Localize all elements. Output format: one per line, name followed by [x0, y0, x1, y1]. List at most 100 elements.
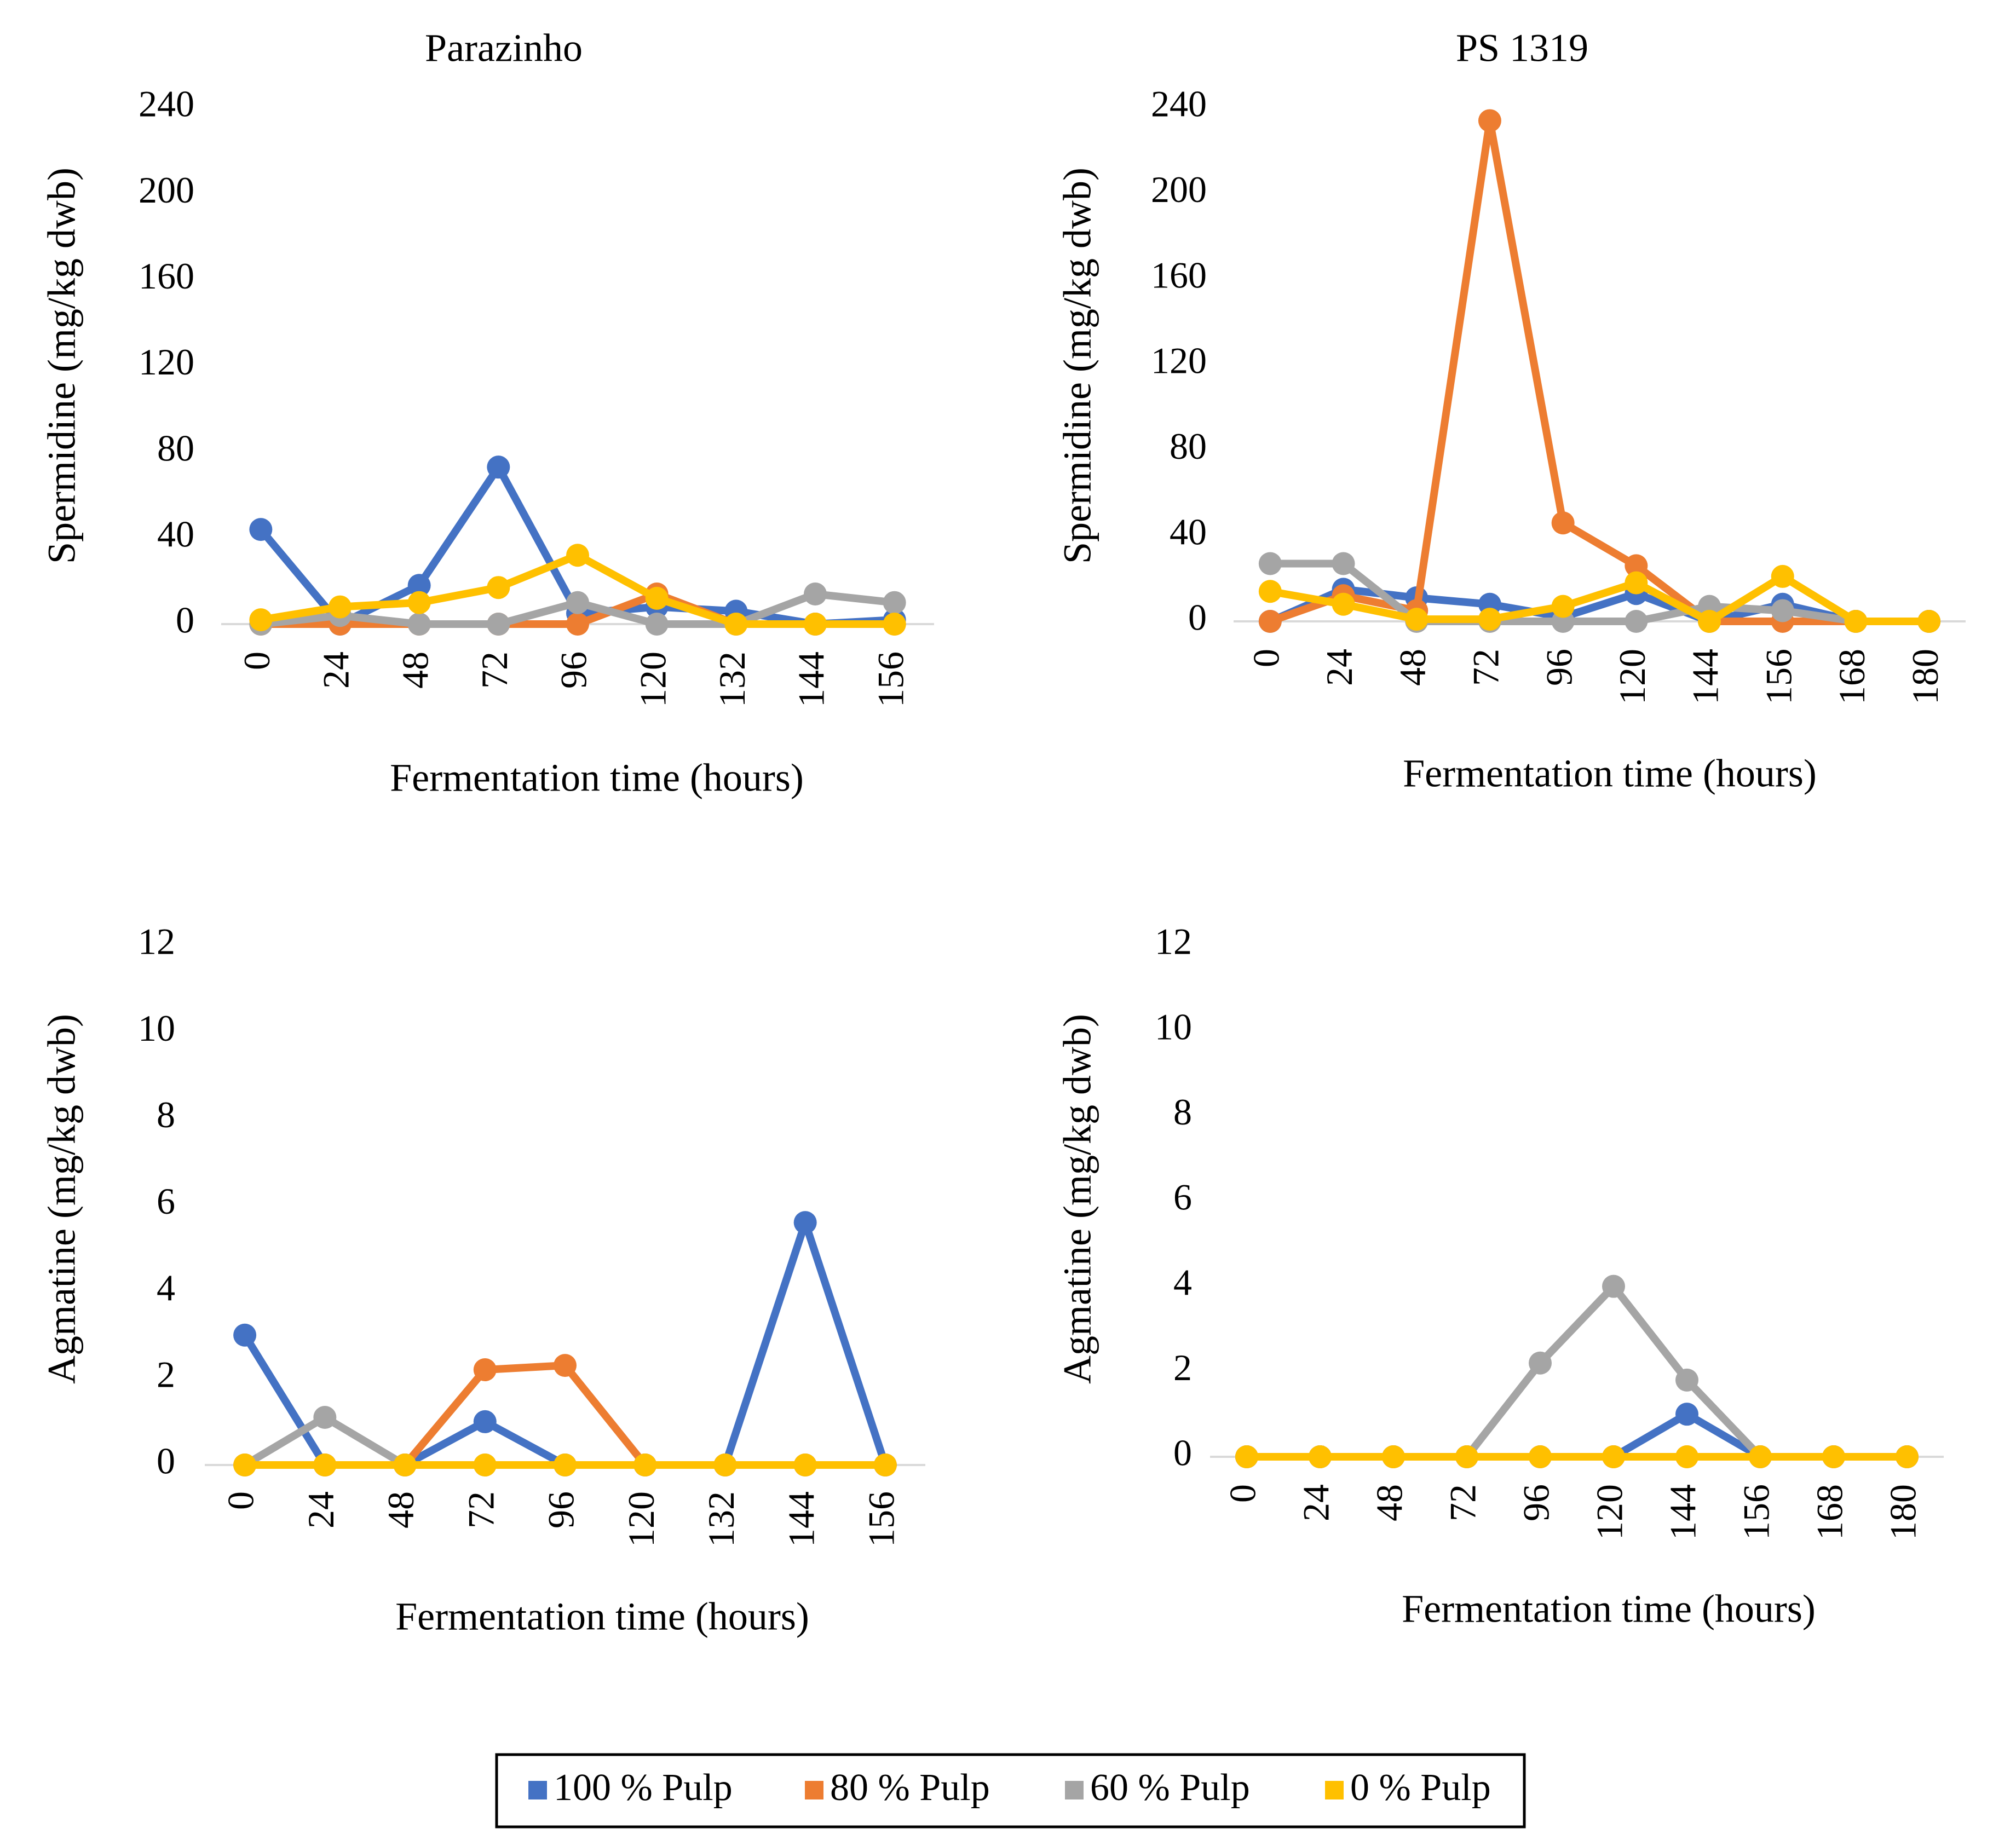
data-point-0-pulp — [554, 1453, 577, 1476]
data-point-0-pulp — [1698, 610, 1721, 633]
x-tick-label: 144 — [1685, 649, 1726, 705]
x-tick-label: 48 — [394, 651, 436, 689]
y-tick-label: 2 — [157, 1353, 175, 1395]
y-axis-title: Agmatine (mg/kg dwb) — [40, 1014, 84, 1384]
x-tick-label: 24 — [315, 651, 357, 689]
data-point-0-pulp — [1675, 1445, 1698, 1468]
x-tick-label: 48 — [380, 1491, 422, 1528]
y-tick-label: 10 — [1155, 1006, 1192, 1047]
data-point-80-pulp — [1478, 109, 1501, 132]
data-point-60-pulp — [1771, 599, 1794, 622]
series-0-pulp — [1235, 1445, 1919, 1468]
series-0-pulp — [249, 544, 906, 636]
y-axis-title: Spermidine (mg/kg dwb) — [40, 168, 84, 564]
x-tick-label: 168 — [1831, 649, 1873, 705]
data-point-60-pulp — [883, 591, 906, 614]
data-point-60-pulp — [1675, 1368, 1698, 1392]
x-tick-label: 180 — [1904, 649, 1946, 705]
x-tick-label: 144 — [791, 651, 832, 707]
data-point-80-pulp — [473, 1358, 497, 1382]
data-point-0-pulp — [1235, 1445, 1258, 1468]
data-point-0-pulp — [249, 608, 273, 632]
legend-swatch-80-pulp — [805, 1781, 823, 1799]
data-point-80-pulp — [1551, 511, 1575, 535]
data-point-0-pulp — [1749, 1445, 1772, 1468]
data-point-0-pulp — [473, 1453, 497, 1476]
data-point-100-pulp — [487, 455, 510, 479]
series-line-0-pulp — [1266, 572, 1933, 625]
data-point-0-pulp — [393, 1453, 417, 1476]
data-point-0-pulp — [1551, 595, 1575, 618]
data-point-0-pulp — [804, 613, 827, 636]
data-point-100-pulp — [407, 574, 431, 597]
y-tick-label: 40 — [1170, 511, 1207, 552]
chart-title: PS 1319 — [1456, 26, 1588, 70]
y-tick-label: 8 — [157, 1094, 175, 1135]
chart-title: Parazinho — [425, 26, 583, 70]
data-point-0-pulp — [713, 1453, 737, 1476]
y-tick-label: 0 — [1173, 1432, 1192, 1474]
data-point-0-pulp — [1822, 1445, 1845, 1468]
x-tick-label: 156 — [860, 1491, 902, 1547]
x-tick-label: 156 — [1736, 1484, 1777, 1540]
chart-panel-2: PS 1319 0 40 80 120 160 200 240 0 24 48 72 96 120 144 1… — [1056, 26, 1966, 795]
x-tick-label: 0 — [220, 1491, 262, 1510]
data-point-80-pulp — [554, 1354, 577, 1377]
x-tick-label: 144 — [1662, 1484, 1704, 1540]
x-tick-label: 96 — [1538, 649, 1580, 686]
chart-panel-1: Parazinho 0 40 80 120 160 200 240 0 24 48 72 96 120 13… — [40, 26, 934, 800]
data-point-100-pulp — [233, 1323, 257, 1347]
series-0-pulp — [1258, 564, 1941, 633]
data-point-0-pulp — [329, 595, 352, 619]
data-point-0-pulp — [793, 1453, 817, 1476]
data-point-60-pulp — [804, 582, 827, 605]
series-80-pulp — [1258, 109, 1941, 633]
y-tick-label: 0 — [157, 1440, 175, 1482]
legend-box — [495, 1753, 1526, 1829]
x-tick-label: 72 — [1442, 1484, 1484, 1521]
series-100-pulp — [233, 1211, 897, 1476]
y-tick-label: 2 — [1173, 1347, 1192, 1388]
x-axis-title: Fermentation time (hours) — [1402, 1587, 1816, 1631]
data-point-0-pulp — [1771, 564, 1794, 588]
data-point-0-pulp — [1332, 592, 1355, 616]
y-tick-label: 12 — [1155, 921, 1192, 962]
y-tick-label: 0 — [176, 599, 194, 641]
data-point-60-pulp — [487, 613, 510, 636]
x-tick-label: 120 — [1589, 1484, 1631, 1540]
legend-label: 0 % Pulp — [1350, 1767, 1491, 1809]
data-point-100-pulp — [249, 518, 273, 541]
data-point-0-pulp — [1917, 610, 1941, 633]
y-tick-label: 6 — [157, 1180, 175, 1222]
data-point-0-pulp — [1382, 1445, 1405, 1468]
x-tick-label: 72 — [1465, 649, 1507, 686]
data-point-0-pulp — [1602, 1445, 1625, 1468]
legend-label: 80 % Pulp — [830, 1767, 990, 1809]
data-point-0-pulp — [1478, 608, 1501, 631]
x-tick-label: 24 — [1295, 1484, 1337, 1521]
data-point-0-pulp — [313, 1453, 337, 1476]
y-tick-label: 200 — [1151, 169, 1207, 210]
data-point-0-pulp — [1844, 610, 1868, 633]
legend-swatch-0-pulp — [1325, 1781, 1344, 1799]
data-point-0-pulp — [1405, 608, 1429, 631]
data-point-60-pulp — [645, 613, 669, 636]
data-point-0-pulp — [487, 576, 510, 599]
data-point-0-pulp — [645, 586, 669, 610]
data-point-0-pulp — [873, 1453, 897, 1476]
x-tick-label: 144 — [780, 1491, 822, 1547]
legend: 100 % Pulp 80 % Pulp 60 % Pulp 0 % Pulp — [495, 1753, 1526, 1829]
x-axis-title: Fermentation time (hours) — [1403, 752, 1817, 795]
series-line-60-pulp — [1266, 560, 1933, 625]
y-axis-title: Agmatine (mg/kg dwb) — [1056, 1014, 1099, 1384]
series-line-60-pulp — [1243, 1282, 1911, 1461]
x-tick-label: 0 — [1245, 649, 1287, 667]
series-line-100-pulp — [1243, 1410, 1911, 1461]
x-tick-label: 0 — [236, 651, 278, 670]
series-0-pulp — [233, 1453, 897, 1476]
x-tick-label: 180 — [1882, 1484, 1924, 1540]
x-tick-label: 72 — [460, 1491, 502, 1528]
y-tick-label: 12 — [138, 921, 175, 962]
